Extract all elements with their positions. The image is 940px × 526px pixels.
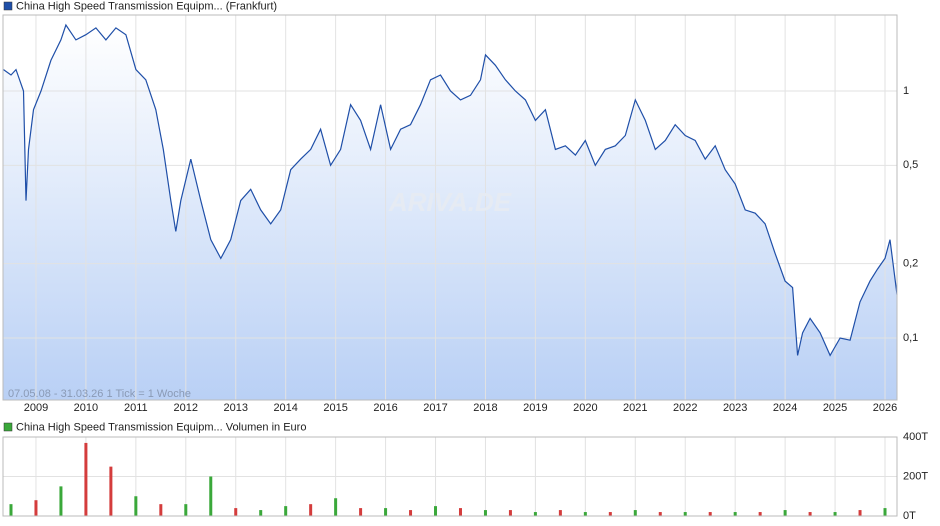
legend-swatch — [3, 1, 13, 11]
volume-bar — [34, 500, 38, 516]
x-tick-label: 2026 — [873, 402, 897, 414]
x-tick-label: 2024 — [773, 402, 797, 414]
x-tick-label: 2014 — [273, 402, 297, 414]
x-tick-label: 2018 — [473, 402, 497, 414]
volume-bar — [458, 508, 462, 516]
volume-bar — [658, 512, 662, 516]
x-tick-label: 2016 — [373, 402, 397, 414]
volume-bar — [134, 496, 138, 516]
plot-frame — [2, 436, 898, 517]
volume-bar — [708, 512, 712, 516]
x-tick-label: 2009 — [24, 402, 48, 414]
price-plot: 2009 2010 2011 2012 2013 2014 2015 2016 2017 2018… — [2, 14, 918, 414]
x-tick-label: 2021 — [623, 402, 647, 414]
volume-bar — [883, 508, 887, 516]
watermark: ARIVA.DE — [388, 187, 512, 217]
volume-bar — [483, 510, 487, 516]
volume-bar — [434, 506, 438, 516]
volume-title: China High Speed Transmission Equipm... … — [16, 421, 306, 433]
volume-bar — [334, 498, 338, 516]
x-tick-label: 2022 — [673, 402, 697, 414]
volume-bar — [608, 512, 612, 516]
y-tick-label: 0,1 — [903, 332, 918, 344]
volume-bar — [858, 510, 862, 516]
volume-bar — [159, 504, 163, 516]
legend-swatch — [3, 422, 13, 432]
volume-bar — [733, 512, 737, 516]
x-tick-label: 2019 — [523, 402, 547, 414]
volume-bar — [583, 512, 587, 516]
x-tick-label: 2025 — [823, 402, 847, 414]
volume-bar — [384, 508, 388, 516]
price-line — [3, 23, 898, 357]
volume-bar — [683, 512, 687, 516]
x-tick-label: 2012 — [174, 402, 198, 414]
volume-bar — [783, 510, 787, 516]
volume-plot: 0T 200T 400T — [2, 431, 928, 522]
y-tick-label: 0,5 — [903, 159, 918, 171]
volume-bar — [109, 466, 113, 516]
volume-bar — [508, 510, 512, 516]
volume-bar — [359, 508, 363, 516]
volume-bar — [259, 510, 263, 516]
volume-bar — [234, 508, 238, 516]
y-tick-label: 0,2 — [903, 258, 918, 270]
x-tick-label: 2017 — [423, 402, 447, 414]
plot-frame — [2, 14, 898, 401]
volume-bar — [633, 510, 637, 516]
x-tick-label: 2013 — [223, 402, 247, 414]
volume-bar — [833, 512, 837, 516]
volume-bar — [309, 504, 313, 516]
volume-bar — [184, 504, 188, 516]
info-text: 07.05.08 - 31.03.26 1 Tick = 1 Woche — [8, 388, 191, 400]
volume-bar — [558, 510, 562, 516]
x-tick-label: 2010 — [74, 402, 98, 414]
volume-bar — [533, 512, 537, 516]
chart-title: China High Speed Transmission Equipm... … — [16, 0, 277, 12]
volume-bar — [84, 442, 88, 516]
volume-bar — [9, 504, 13, 516]
x-tick-label: 2023 — [723, 402, 747, 414]
price-area — [3, 25, 897, 400]
x-tick-label: 2011 — [124, 402, 148, 414]
volume-bar — [59, 486, 63, 516]
y-tick-label: 400T — [903, 431, 928, 443]
volume-bar — [808, 512, 812, 516]
volume-bar — [209, 476, 213, 516]
x-tick-label: 2020 — [573, 402, 597, 414]
volume-bar — [284, 506, 288, 516]
y-tick-label: 1 — [903, 85, 909, 97]
y-tick-label: 200T — [903, 470, 928, 482]
x-tick-label: 2015 — [323, 402, 347, 414]
volume-bar — [409, 510, 413, 516]
y-tick-label: 0T — [903, 510, 916, 522]
volume-bar — [758, 512, 762, 516]
